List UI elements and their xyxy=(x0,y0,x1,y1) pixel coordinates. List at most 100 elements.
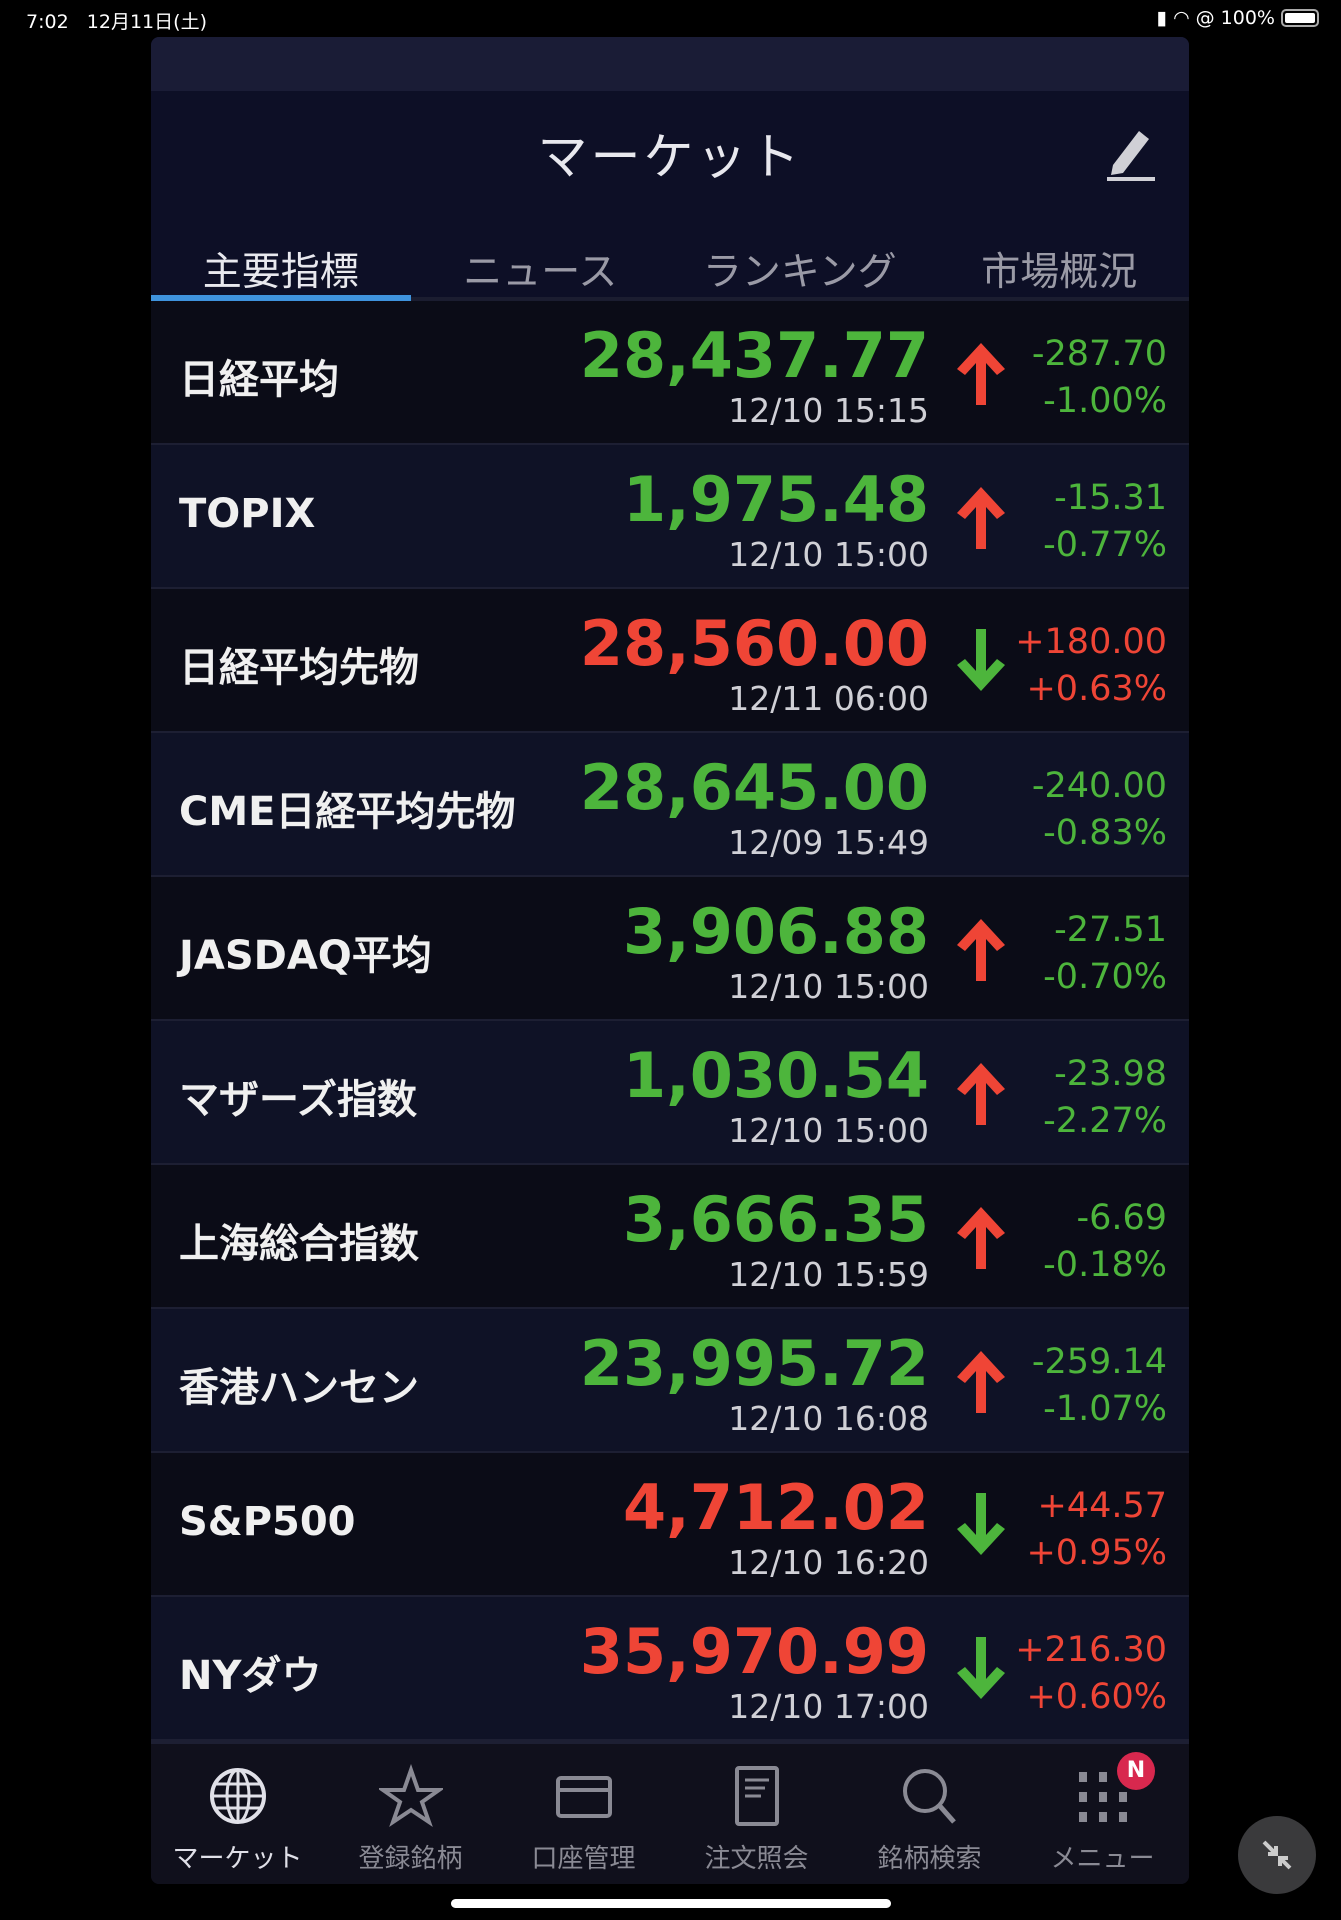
home-indicator[interactable] xyxy=(451,1899,891,1908)
index-price: 3,666.35 xyxy=(623,1183,929,1256)
index-name: CME日経平均先物 xyxy=(179,789,516,835)
index-change: -15.31 xyxy=(1054,478,1167,518)
index-row[interactable]: S&P500 4,712.02 12/10 16:20 +44.57 +0.95% xyxy=(151,1453,1189,1597)
tab-bar: 主要指標 ニュース ランキング 市場概況 xyxy=(151,227,1189,301)
index-name: TOPIX xyxy=(179,491,316,537)
index-time: 12/10 15:00 xyxy=(728,967,929,1006)
nav-label: 銘柄検索 xyxy=(877,1844,982,1874)
top-bar xyxy=(151,37,1189,91)
index-price: 28,645.00 xyxy=(579,751,929,824)
index-price: 28,437.77 xyxy=(579,319,929,392)
index-change-pct: -0.77% xyxy=(1043,525,1167,565)
pencil-icon[interactable] xyxy=(1103,125,1157,181)
nav-item-4[interactable]: 銘柄検索 xyxy=(843,1744,1016,1884)
index-row[interactable]: CME日経平均先物 28,645.00 12/09 15:49 -240.00 -… xyxy=(151,733,1189,877)
index-change: -287.70 xyxy=(1031,334,1167,374)
index-row[interactable]: 日経平均 28,437.77 12/10 15:15 -287.70 -1.00% xyxy=(151,301,1189,445)
index-price: 35,970.99 xyxy=(579,1615,929,1688)
tab-3[interactable]: 市場概況 xyxy=(981,250,1138,295)
grid-icon xyxy=(1078,1772,1127,1822)
index-change: +180.00 xyxy=(1015,622,1167,662)
arrow-up-icon xyxy=(957,1207,1005,1269)
index-price: 1,030.54 xyxy=(623,1039,929,1112)
notification-badge: N xyxy=(1117,1752,1155,1790)
index-name: 日経平均先物 xyxy=(179,645,419,691)
index-time: 12/10 16:08 xyxy=(728,1399,929,1438)
index-row[interactable]: マザーズ指数 1,030.54 12/10 15:00 -23.98 -2.27% xyxy=(151,1021,1189,1165)
index-price: 3,906.88 xyxy=(623,895,929,968)
index-row[interactable]: 香港ハンセン 23,995.72 12/10 16:08 -259.14 -1.0… xyxy=(151,1309,1189,1453)
nav-item-1[interactable]: 登録銘柄 xyxy=(324,1744,497,1884)
star-icon xyxy=(378,1764,443,1827)
index-name: JASDAQ平均 xyxy=(179,933,432,979)
arrow-up-icon xyxy=(957,919,1005,981)
index-change-pct: -2.27% xyxy=(1043,1101,1167,1141)
bottom-nav: マーケット 登録銘柄 口座管理 注文照会 銘柄検索 メニュー N xyxy=(151,1741,1189,1884)
page-title: マーケット xyxy=(537,128,803,186)
index-change: -240.00 xyxy=(1031,766,1167,806)
app-panel: マーケット 主要指標 ニュース ランキング 市場概況 日経平均 28,437.77 1… xyxy=(151,37,1189,1884)
index-row[interactable]: NYダウ 35,970.99 12/10 17:00 +216.30 +0.60% xyxy=(151,1597,1189,1741)
index-price: 1,975.48 xyxy=(623,463,929,536)
index-time: 12/09 15:49 xyxy=(728,823,929,862)
index-name: 香港ハンセン xyxy=(179,1365,419,1411)
index-name: NYダウ xyxy=(179,1653,322,1699)
index-row[interactable]: 上海総合指数 3,666.35 12/10 15:59 -6.69 -0.18% xyxy=(151,1165,1189,1309)
battery-icon xyxy=(1281,9,1319,27)
arrow-down-icon xyxy=(957,1637,1005,1699)
collapse-button[interactable] xyxy=(1238,1816,1316,1894)
index-time: 12/10 15:59 xyxy=(728,1255,929,1294)
search-icon xyxy=(902,1769,956,1824)
index-change-pct: -0.70% xyxy=(1043,957,1167,997)
index-change-pct: -0.83% xyxy=(1043,813,1167,853)
index-time: 12/10 16:20 xyxy=(728,1543,929,1582)
index-name: S&P500 xyxy=(179,1499,356,1545)
nav-item-2[interactable]: 口座管理 xyxy=(497,1744,670,1884)
nav-item-0[interactable]: マーケット xyxy=(151,1744,324,1884)
tab-2[interactable]: ランキング xyxy=(702,250,897,295)
index-row[interactable]: TOPIX 1,975.48 12/10 15:00 -15.31 -0.77% xyxy=(151,445,1189,589)
index-change-pct: -1.00% xyxy=(1043,381,1167,421)
arrow-down-icon xyxy=(957,629,1005,691)
arrow-down-icon xyxy=(957,1493,1005,1555)
globe-icon xyxy=(209,1768,266,1824)
index-price: 28,560.00 xyxy=(579,607,929,680)
index-list: 日経平均 28,437.77 12/10 15:15 -287.70 -1.00%… xyxy=(151,301,1189,1741)
battery-percent: 100% xyxy=(1220,7,1275,29)
index-change-pct: +0.60% xyxy=(1026,1677,1167,1717)
index-change: -23.98 xyxy=(1054,1054,1167,1094)
index-change-pct: -1.07% xyxy=(1043,1389,1167,1429)
index-change: +216.30 xyxy=(1015,1630,1167,1670)
index-time: 12/11 06:00 xyxy=(728,679,929,718)
index-row[interactable]: JASDAQ平均 3,906.88 12/10 15:00 -27.51 -0.7… xyxy=(151,877,1189,1021)
signal-icon: ▮ xyxy=(1156,7,1168,29)
nav-label: 登録銘柄 xyxy=(358,1844,463,1874)
tab-0[interactable]: 主要指標 xyxy=(151,227,411,301)
index-time: 12/10 15:15 xyxy=(728,391,929,430)
document-icon xyxy=(734,1766,779,1826)
index-time: 12/10 15:00 xyxy=(728,535,929,574)
nav-label: 注文照会 xyxy=(704,1844,809,1874)
rotation-lock-icon: @ xyxy=(1195,7,1215,29)
index-name: 日経平均 xyxy=(179,357,339,403)
nav-item-3[interactable]: 注文照会 xyxy=(670,1744,843,1884)
index-name: マザーズ指数 xyxy=(179,1077,417,1123)
status-time: 7:02 12月11日(土) xyxy=(26,11,207,33)
index-name: 上海総合指数 xyxy=(179,1221,419,1267)
tab-1[interactable]: ニュース xyxy=(463,250,618,295)
nav-item-5[interactable]: メニュー N xyxy=(1016,1744,1189,1884)
status-bar: 7:02 12月11日(土) ▮ ◠ @ 100% xyxy=(0,0,1341,37)
arrow-up-icon xyxy=(957,1351,1005,1413)
nav-label: メニュー xyxy=(1050,1844,1155,1874)
index-row[interactable]: 日経平均先物 28,560.00 12/11 06:00 +180.00 +0.6… xyxy=(151,589,1189,733)
index-change: -27.51 xyxy=(1054,910,1167,950)
index-price: 4,712.02 xyxy=(623,1471,929,1544)
index-time: 12/10 15:00 xyxy=(728,1111,929,1150)
nav-label: 口座管理 xyxy=(531,1844,636,1874)
card-icon xyxy=(555,1776,612,1818)
index-change: -6.69 xyxy=(1076,1198,1167,1238)
arrow-up-icon xyxy=(957,487,1005,549)
index-price: 23,995.72 xyxy=(579,1327,929,1400)
nav-label: マーケット xyxy=(172,1844,303,1874)
index-change-pct: -0.18% xyxy=(1043,1245,1167,1285)
